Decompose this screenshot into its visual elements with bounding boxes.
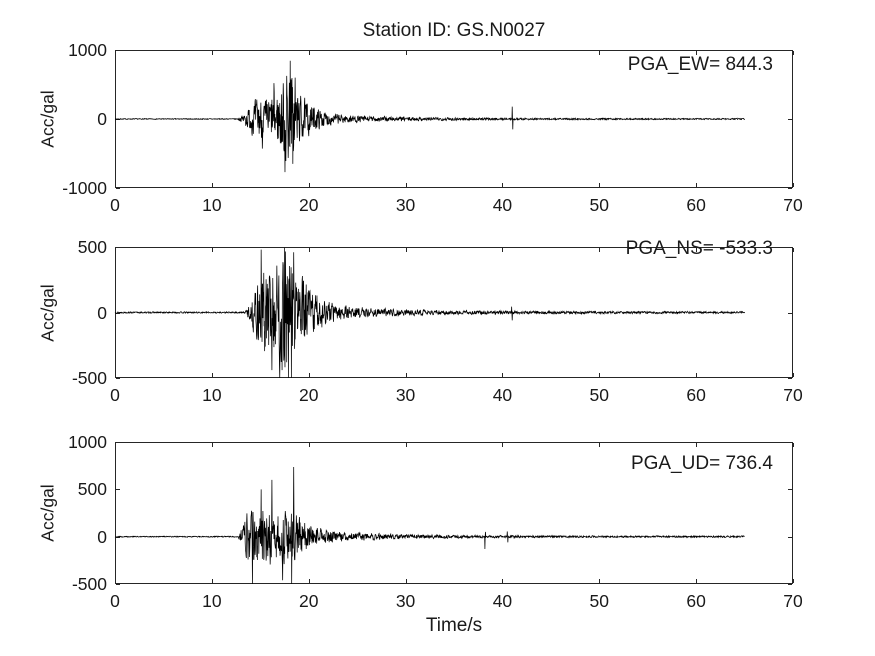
waveform-plot-ns xyxy=(114,247,794,379)
y-tick-label: -500 xyxy=(71,368,107,388)
x-tick-label: 30 xyxy=(395,195,416,215)
y-tick-label: 0 xyxy=(97,302,107,323)
pga-annotation-ns: PGA_NS= -533.3 xyxy=(625,238,773,259)
x-tick-label: 50 xyxy=(589,591,610,611)
x-tick-label: 10 xyxy=(202,591,222,611)
subplot-ud: PGA_UD= 736.4 Acc/gal 0 10 20 30 40 50 60 70 -50… xyxy=(38,432,803,611)
x-tick-label: 20 xyxy=(298,385,319,405)
x-tick-label: 0 xyxy=(110,195,120,215)
x-tick-label: 50 xyxy=(589,385,610,405)
x-tick-label: 10 xyxy=(202,195,222,215)
x-tick-label: 0 xyxy=(110,591,120,611)
x-tick-label: 70 xyxy=(783,591,803,611)
x-tick-label: 10 xyxy=(202,385,222,405)
x-tick-label: 40 xyxy=(492,591,513,611)
subplot-ns: PGA_NS= -533.3 Acc/gal 0 10 20 30 40 50 60 70 -5… xyxy=(38,237,803,405)
x-tick-label: 40 xyxy=(492,385,513,405)
x-tick-label: 20 xyxy=(298,591,319,611)
pga-annotation-ew: PGA_EW= 844.3 xyxy=(627,54,773,75)
x-tick-label: 60 xyxy=(686,385,706,405)
x-tick-label: 40 xyxy=(492,195,513,215)
y-tick-label: 1000 xyxy=(68,40,107,60)
x-tick-label: 50 xyxy=(589,195,610,215)
y-tick-label: -1000 xyxy=(62,178,107,198)
x-tick-label: 30 xyxy=(395,591,416,611)
waveform-plot-ew xyxy=(114,50,794,189)
x-tick-label: 60 xyxy=(686,591,706,611)
waveform-plot-ud xyxy=(114,442,794,585)
figure-title: Station ID: GS.N0027 xyxy=(362,20,546,41)
x-tick-label: 20 xyxy=(298,195,319,215)
y-tick-label: 0 xyxy=(97,526,107,547)
x-tick-label: 60 xyxy=(686,195,706,215)
x-tick-label: 70 xyxy=(783,385,803,405)
x-tick-label: 30 xyxy=(395,385,416,405)
y-tick-label: -500 xyxy=(71,574,107,594)
x-axis-label: Time/s xyxy=(425,615,483,636)
y-tick-label: 1000 xyxy=(68,432,107,452)
x-tick-label: 0 xyxy=(110,385,120,405)
subplot-ew: PGA_EW= 844.3 Acc/gal 0 10 20 30 40 50 60 70 -10… xyxy=(38,40,803,215)
pga-annotation-ud: PGA_UD= 736.4 xyxy=(630,453,773,474)
x-tick-label: 70 xyxy=(783,195,803,215)
y-tick-label: 500 xyxy=(77,237,107,257)
y-tick-label: 0 xyxy=(97,109,107,129)
y-tick-label: 500 xyxy=(77,479,107,500)
